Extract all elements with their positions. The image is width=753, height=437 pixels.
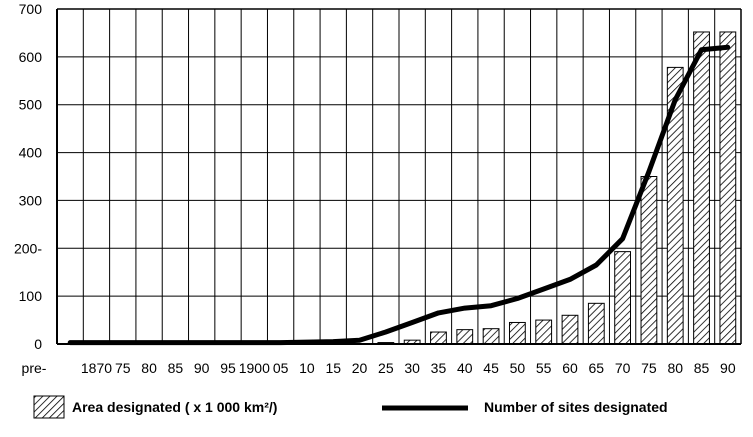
bar	[535, 319, 553, 345]
bar	[430, 331, 447, 345]
x-tick-label: 05	[273, 360, 289, 376]
y-tick-label: 300	[19, 192, 43, 208]
y-tick-label: 500	[19, 97, 43, 113]
x-tick-label: 1870	[81, 360, 112, 376]
y-tick-label: 700	[19, 1, 43, 17]
x-tick-label: pre-	[22, 360, 47, 376]
bar	[640, 176, 658, 345]
x-tick-label: 45	[483, 360, 499, 376]
x-tick-label: 80	[141, 360, 157, 376]
y-tick-labels: 0 100 200- 300 400 500 600 700	[14, 1, 42, 352]
x-tick-label: 65	[589, 360, 605, 376]
y-tick-label: 200-	[14, 240, 42, 256]
x-tick-label: 60	[562, 360, 578, 376]
x-tick-label: 55	[536, 360, 552, 376]
x-tick-label: 85	[694, 360, 710, 376]
legend-swatch-area	[33, 395, 65, 419]
x-tick-label: 25	[378, 360, 394, 376]
bar	[614, 251, 632, 345]
bar	[719, 31, 737, 345]
x-tick-label: 10	[299, 360, 315, 376]
sites-line	[67, 44, 731, 346]
bar	[561, 314, 579, 345]
bar-series	[351, 31, 737, 345]
x-tick-label: 90	[720, 360, 736, 376]
legend-label-sites: Number of sites designated	[484, 399, 668, 415]
legend-label-area: Area designated ( x 1 000 km²/)	[72, 399, 277, 415]
x-tick-label: 1900	[239, 360, 270, 376]
line-series	[67, 44, 731, 346]
x-tick-label: 70	[615, 360, 631, 376]
bar	[508, 321, 526, 345]
x-tick-label: 50	[510, 360, 526, 376]
x-tick-label: 40	[457, 360, 473, 376]
gridlines	[56, 8, 742, 345]
bar	[456, 329, 474, 345]
x-tick-label: 15	[325, 360, 341, 376]
legend: Area designated ( x 1 000 km²/) Number o…	[33, 395, 668, 419]
x-tick-label: 85	[168, 360, 184, 376]
x-tick-label: 95	[220, 360, 236, 376]
y-tick-label: 100	[19, 288, 43, 304]
y-tick-label: 400	[19, 145, 43, 161]
x-tick-label: 90	[194, 360, 210, 376]
x-tick-label: 30	[404, 360, 420, 376]
x-tick-label: 80	[667, 360, 683, 376]
x-tick-label: 20	[352, 360, 368, 376]
axes	[56, 8, 742, 345]
x-tick-labels: pre- 1870 75 80 85 90 95 1900 05 10 15 20 25 30 35 40 45…	[22, 360, 736, 376]
y-tick-label: 0	[34, 336, 42, 352]
bar	[482, 328, 500, 345]
x-tick-label: 75	[115, 360, 131, 376]
x-tick-label: 75	[641, 360, 657, 376]
bar	[587, 302, 605, 345]
y-tick-label: 600	[19, 49, 43, 65]
bar	[693, 31, 710, 345]
x-tick-label: 35	[431, 360, 447, 376]
